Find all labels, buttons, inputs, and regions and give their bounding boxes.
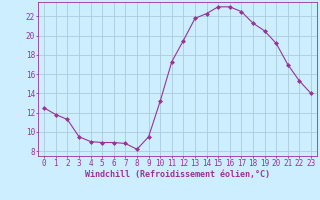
X-axis label: Windchill (Refroidissement éolien,°C): Windchill (Refroidissement éolien,°C) xyxy=(85,170,270,179)
